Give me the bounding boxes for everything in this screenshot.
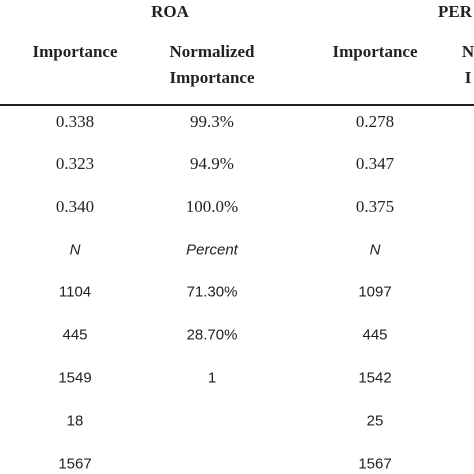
cell: 445 — [362, 326, 388, 344]
cell: 0.323 — [55, 154, 95, 173]
cell: 71.30% — [186, 283, 238, 301]
column-header: Normalized — [169, 42, 255, 61]
cell: 28.70% — [186, 326, 238, 344]
column-header: N — [461, 42, 474, 61]
header-rule — [0, 104, 474, 106]
cell: Percent — [186, 241, 238, 259]
cell: 0.347 — [355, 154, 395, 173]
cell: N — [369, 241, 381, 259]
cell: 99.3% — [190, 112, 234, 131]
cell: 25 — [366, 412, 384, 430]
cell: 94.9% — [190, 154, 234, 173]
column-header: I — [464, 68, 472, 87]
cell: 1549 — [58, 369, 92, 387]
cell: 445 — [62, 326, 88, 344]
cell: 100.0% — [185, 197, 239, 216]
cell: 1104 — [58, 283, 92, 301]
cell: 0.375 — [355, 197, 395, 216]
cell: 18 — [66, 412, 84, 430]
column-header: Importance — [32, 42, 118, 61]
cell: 0.340 — [55, 197, 95, 216]
group-title: PER — [438, 2, 472, 21]
column-header: Importance — [169, 68, 255, 87]
column-header: Importance — [332, 42, 418, 61]
cell: 1567 — [358, 455, 392, 473]
cell: N — [69, 241, 81, 259]
cell: 0.338 — [55, 112, 95, 131]
cell: 1097 — [358, 283, 392, 301]
cell: 1542 — [358, 369, 392, 387]
group-title: ROA — [151, 2, 189, 21]
cell: 1567 — [58, 455, 92, 473]
cell: 0.278 — [355, 112, 395, 131]
cell: 1 — [207, 369, 217, 387]
